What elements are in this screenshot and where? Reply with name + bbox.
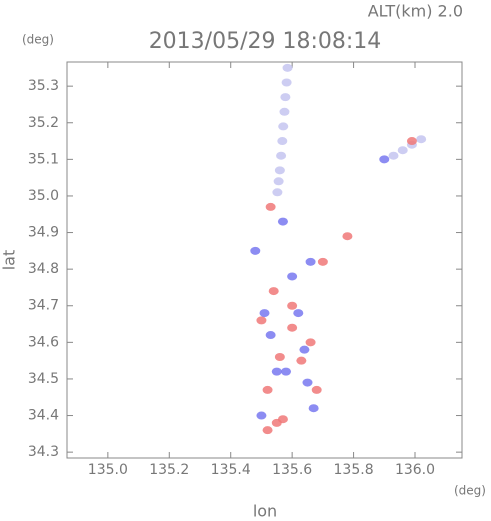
data-point bbox=[397, 146, 408, 155]
y-tick-label: 34.7 bbox=[28, 298, 59, 314]
y-unit: (deg) bbox=[22, 33, 54, 47]
y-tick-label: 35.2 bbox=[28, 115, 59, 131]
y-tick-label: 35.1 bbox=[28, 151, 59, 167]
data-point bbox=[274, 352, 285, 361]
data-point bbox=[282, 63, 293, 72]
x-tick-label: 135.4 bbox=[211, 462, 251, 478]
x-tick-label: 135.6 bbox=[272, 462, 312, 478]
data-point bbox=[268, 287, 279, 296]
data-point bbox=[277, 137, 288, 146]
x-tick-label: 135.8 bbox=[334, 462, 374, 478]
data-point bbox=[259, 309, 270, 318]
x-axis-label: lon bbox=[253, 502, 277, 521]
data-point bbox=[342, 232, 353, 241]
data-point bbox=[281, 367, 292, 376]
data-point bbox=[281, 78, 292, 87]
data-point bbox=[388, 151, 399, 160]
chart-subtitle: ALT(km) 2.0 bbox=[368, 2, 463, 21]
data-point bbox=[379, 155, 390, 164]
data-point bbox=[293, 309, 304, 318]
data-point bbox=[279, 107, 290, 116]
data-point bbox=[302, 378, 313, 387]
x-tick-label: 135.2 bbox=[149, 462, 189, 478]
data-point bbox=[256, 316, 267, 325]
data-point bbox=[296, 356, 307, 365]
data-point bbox=[287, 272, 298, 281]
y-tick-label: 34.8 bbox=[28, 261, 59, 277]
data-point bbox=[305, 257, 316, 266]
x-unit: (deg) bbox=[454, 484, 486, 498]
data-point bbox=[406, 137, 417, 146]
data-point bbox=[250, 246, 261, 255]
y-tick-label: 34.6 bbox=[28, 334, 59, 350]
x-tick-label: 136.0 bbox=[395, 462, 435, 478]
data-point bbox=[256, 411, 267, 420]
y-axis-label: lat bbox=[0, 250, 19, 271]
data-point bbox=[272, 188, 283, 197]
x-tick-label: 135.0 bbox=[88, 462, 128, 478]
data-point bbox=[280, 93, 291, 102]
y-tick-label: 34.9 bbox=[28, 225, 59, 241]
y-tick-label: 35.3 bbox=[28, 78, 59, 94]
data-point bbox=[299, 345, 310, 354]
y-tick-label: 35.0 bbox=[28, 188, 59, 204]
y-tick-label: 34.5 bbox=[28, 371, 59, 387]
data-point bbox=[262, 385, 273, 394]
data-point bbox=[311, 385, 322, 394]
data-point bbox=[287, 323, 298, 332]
data-point bbox=[308, 404, 319, 413]
data-point bbox=[265, 202, 276, 211]
y-tick-label: 34.3 bbox=[28, 444, 59, 460]
data-point bbox=[317, 257, 328, 266]
data-point bbox=[265, 331, 276, 340]
data-point bbox=[274, 166, 285, 175]
data-point bbox=[416, 135, 427, 144]
data-point bbox=[277, 217, 288, 226]
data-point bbox=[273, 177, 284, 186]
data-point bbox=[305, 338, 316, 347]
data-point bbox=[278, 122, 289, 131]
data-point bbox=[271, 367, 282, 376]
plot-frame bbox=[66, 61, 463, 459]
data-point bbox=[277, 415, 288, 424]
data-point bbox=[262, 426, 273, 435]
data-point bbox=[287, 301, 298, 310]
data-point bbox=[276, 151, 287, 160]
chart-title: 2013/05/29 18:08:14 bbox=[149, 29, 382, 54]
y-tick-label: 34.4 bbox=[28, 408, 59, 424]
